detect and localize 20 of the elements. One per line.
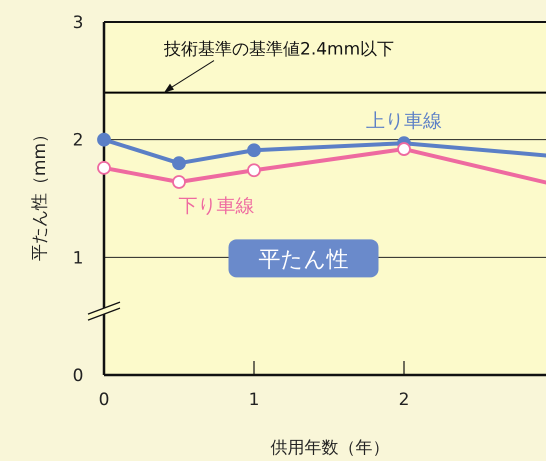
annotation: 技術基準の基準値2.4mm以下 <box>163 40 394 60</box>
point <box>172 156 186 170</box>
y-tick-label: 2 <box>72 130 84 151</box>
y-axis-title: 平たん性（mm） <box>30 126 50 262</box>
annotation: 平たん性 <box>258 247 348 272</box>
x-tick-label: 2 <box>398 390 410 410</box>
y-tick-label: 0 <box>72 366 84 386</box>
series-label: 上り車線 <box>366 110 442 132</box>
point <box>97 161 111 175</box>
x-tick-label: 0 <box>98 390 110 410</box>
point <box>172 175 186 189</box>
y-tick-label: 3 <box>72 13 84 33</box>
point <box>247 163 261 178</box>
point <box>97 132 111 147</box>
y-tick-label: 1 <box>72 248 84 268</box>
x-axis-title: 供用年数（年） <box>270 438 390 458</box>
point <box>247 143 261 158</box>
x-tick-label: 1 <box>248 390 260 410</box>
series-label: 下り車線 <box>178 195 254 218</box>
point <box>397 142 411 156</box>
